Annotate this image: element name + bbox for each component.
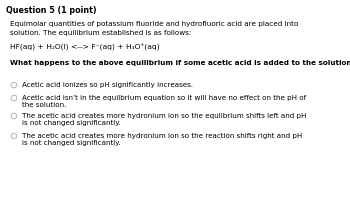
Text: HF(aq) + H₂O(l) <--> F⁻(aq) + H₃O⁺(aq): HF(aq) + H₂O(l) <--> F⁻(aq) + H₃O⁺(aq) [10,44,160,51]
Text: The acetic acid creates more hydronium ion so the equlibrium shifts left and pH
: The acetic acid creates more hydronium i… [22,112,306,126]
Text: Acetic acid isn’t in the equilbrium equation so it will have no effect on the pH: Acetic acid isn’t in the equilbrium equa… [22,94,306,108]
Text: solution. The equilibrium established is as follows:: solution. The equilibrium established is… [10,30,191,36]
Text: Equimolar quantities of potassium fluoride and hydrofluoric acid are placed into: Equimolar quantities of potassium fluori… [10,21,298,27]
Text: What happens to the above equilibrium if some acetic acid is added to the soluti: What happens to the above equilibrium if… [10,60,350,66]
Text: The acetic acid creates more hydronium ion so the reaction shifts right and pH
i: The acetic acid creates more hydronium i… [22,132,302,146]
Text: Question 5 (1 point): Question 5 (1 point) [6,6,97,15]
Text: Acetic acid ionizes so pH significantly increases.: Acetic acid ionizes so pH significantly … [22,82,193,88]
